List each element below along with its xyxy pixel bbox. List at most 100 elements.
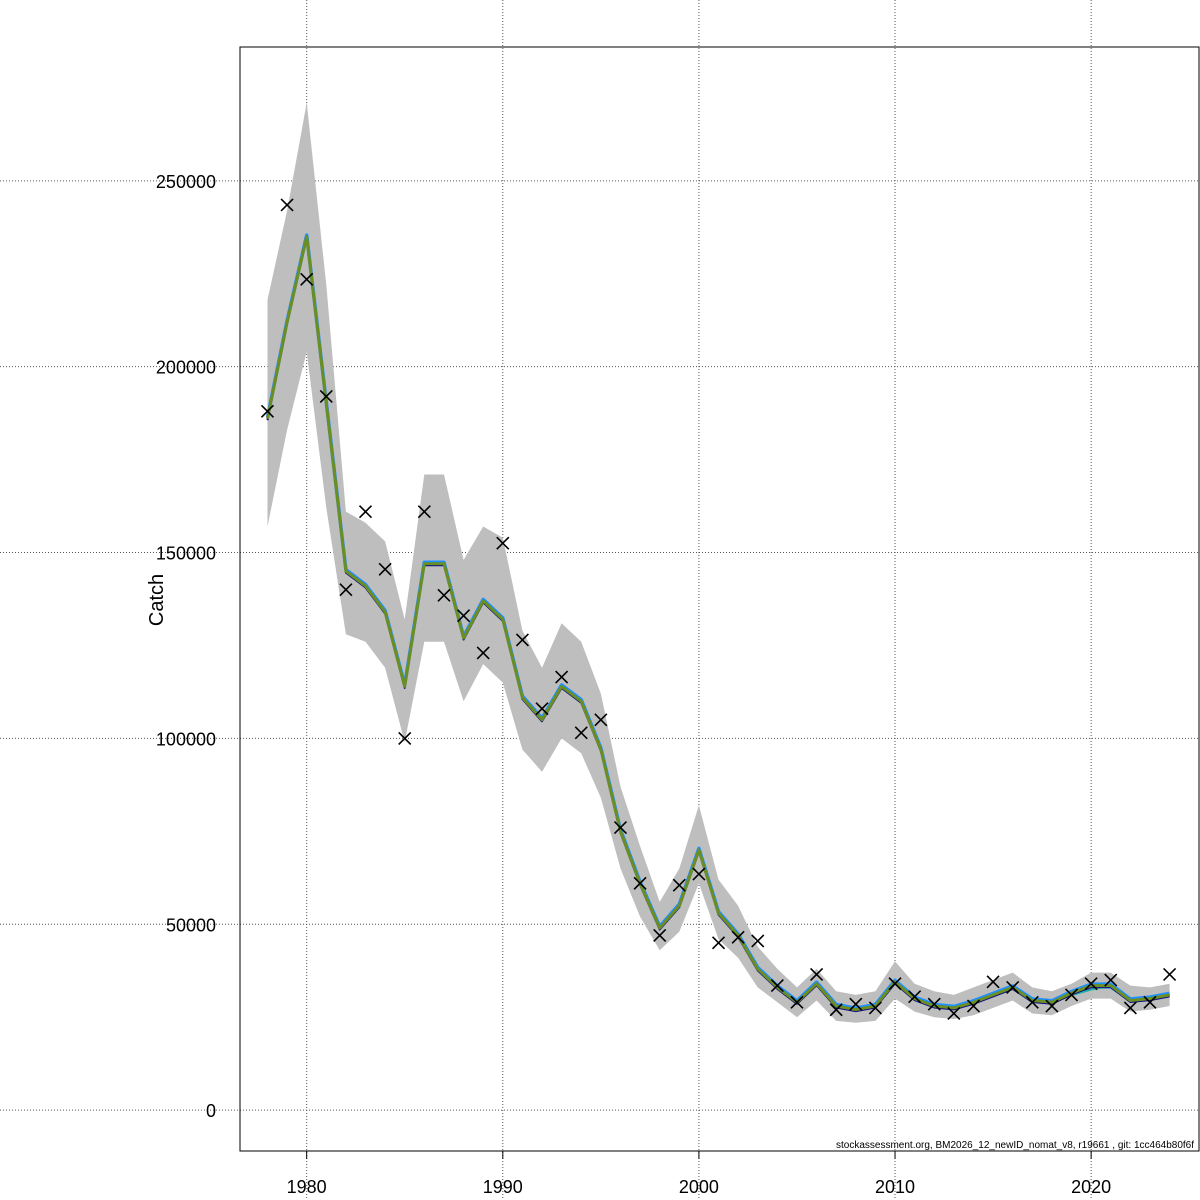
observed-point-stroke bbox=[535, 702, 549, 716]
observed-point bbox=[1104, 973, 1118, 987]
observed-point bbox=[300, 272, 314, 286]
observed-point bbox=[574, 726, 588, 740]
estimate-line bbox=[266, 235, 1170, 1012]
observed-point bbox=[398, 731, 412, 745]
observed-point-stroke bbox=[633, 876, 647, 890]
observed-point bbox=[555, 670, 569, 684]
observed-point bbox=[1025, 995, 1039, 1009]
observed-point-stroke bbox=[751, 934, 765, 948]
observed-point bbox=[378, 562, 392, 576]
observed-point bbox=[633, 876, 647, 890]
y-tick-label: 150000 bbox=[156, 544, 216, 564]
observed-point-stroke bbox=[770, 979, 784, 993]
x-tick-label: 2010 bbox=[875, 1177, 915, 1197]
observed-point-stroke bbox=[692, 867, 706, 881]
observed-point bbox=[810, 967, 824, 982]
observed-point-stroke bbox=[300, 272, 314, 286]
observed-point-stroke bbox=[908, 990, 922, 1004]
observed-point bbox=[1123, 1001, 1137, 1015]
y-tick-label: 0 bbox=[206, 1101, 216, 1121]
observed-point bbox=[1045, 999, 1059, 1013]
observed-point-stroke bbox=[810, 967, 824, 982]
observed-point-stroke bbox=[986, 975, 1000, 989]
footnote: stockassessment.org, BM2026_12_newID_nom… bbox=[836, 1140, 1194, 1151]
observed-point bbox=[358, 505, 373, 519]
observed-point bbox=[829, 1003, 843, 1017]
observed-point-stroke bbox=[496, 536, 510, 550]
observed-point bbox=[751, 934, 765, 948]
observed-point bbox=[927, 997, 941, 1011]
observed-point bbox=[653, 928, 667, 942]
observed-point-stroke bbox=[1006, 980, 1020, 995]
observed-point bbox=[1006, 980, 1020, 995]
observed-point bbox=[868, 1001, 882, 1015]
x-tick-label: 2020 bbox=[1071, 1177, 1111, 1197]
observed-point-stroke bbox=[966, 999, 981, 1013]
observed-point-stroke bbox=[1084, 977, 1098, 991]
observed-point-stroke bbox=[927, 997, 941, 1011]
observed-point-stroke bbox=[731, 930, 745, 944]
observed-point-stroke bbox=[1143, 995, 1157, 1009]
observed-point bbox=[790, 995, 804, 1009]
observed-point-stroke bbox=[417, 505, 431, 519]
observed-point-stroke bbox=[1064, 988, 1079, 1002]
y-axis: 0 50000 100000 150000 200000 250000 bbox=[156, 172, 216, 1121]
observed-point-stroke bbox=[515, 633, 529, 647]
observed-point-stroke bbox=[829, 1003, 843, 1017]
observed-point-stroke bbox=[1163, 967, 1177, 982]
y-tick-label: 250000 bbox=[156, 172, 216, 192]
x-tick-label: 2000 bbox=[679, 1177, 719, 1197]
observed-point-stroke bbox=[378, 562, 392, 576]
estimate-series bbox=[265, 233, 1170, 1013]
observed-point-stroke bbox=[339, 583, 353, 597]
observed-point-stroke bbox=[457, 609, 471, 623]
confidence-band bbox=[267, 102, 1170, 1023]
observed-point bbox=[947, 1006, 961, 1021]
observed-point bbox=[535, 702, 549, 716]
observed-point bbox=[594, 713, 608, 727]
observed-point bbox=[672, 878, 686, 892]
observed-point bbox=[908, 990, 922, 1004]
observed-point bbox=[1084, 977, 1098, 991]
observed-point bbox=[888, 977, 902, 991]
observed-point bbox=[437, 588, 451, 602]
observed-point-stroke bbox=[849, 997, 863, 1011]
observed-point-stroke bbox=[613, 821, 628, 835]
observed-point-stroke bbox=[1045, 999, 1059, 1013]
observed-point-stroke bbox=[437, 588, 451, 602]
observed-point-stroke bbox=[476, 646, 490, 660]
observed-point bbox=[1064, 988, 1079, 1002]
observed-point-stroke bbox=[672, 878, 686, 892]
observed-point-stroke bbox=[555, 670, 569, 684]
observed-point-stroke bbox=[280, 198, 294, 212]
observed-points bbox=[260, 198, 1177, 1021]
observed-point-stroke bbox=[888, 977, 902, 991]
confidence-band-area bbox=[267, 102, 1170, 1023]
observed-point bbox=[711, 936, 726, 950]
observed-point-stroke bbox=[260, 404, 275, 418]
y-tick-label: 50000 bbox=[166, 915, 216, 935]
y-axis-title: Catch bbox=[146, 574, 168, 626]
observed-point-stroke bbox=[358, 505, 373, 519]
observed-point bbox=[457, 609, 471, 623]
observed-point-stroke bbox=[653, 928, 667, 942]
observed-point-stroke bbox=[574, 726, 588, 740]
observed-point-stroke bbox=[319, 389, 333, 403]
observed-point bbox=[731, 930, 745, 944]
observed-point bbox=[1163, 967, 1177, 982]
observed-point bbox=[319, 389, 333, 403]
observed-point-stroke bbox=[1123, 1001, 1137, 1015]
observed-point bbox=[476, 646, 490, 660]
observed-point-stroke bbox=[790, 995, 804, 1009]
observed-point bbox=[613, 821, 628, 835]
observed-point bbox=[1143, 995, 1157, 1009]
x-tick-label: 1990 bbox=[483, 1177, 523, 1197]
observed-point-stroke bbox=[868, 1001, 882, 1015]
observed-point bbox=[417, 505, 431, 519]
observed-point bbox=[339, 583, 353, 597]
observed-point-stroke bbox=[947, 1006, 961, 1021]
observed-point-stroke bbox=[1025, 995, 1039, 1009]
x-tick-label: 1980 bbox=[287, 1177, 327, 1197]
